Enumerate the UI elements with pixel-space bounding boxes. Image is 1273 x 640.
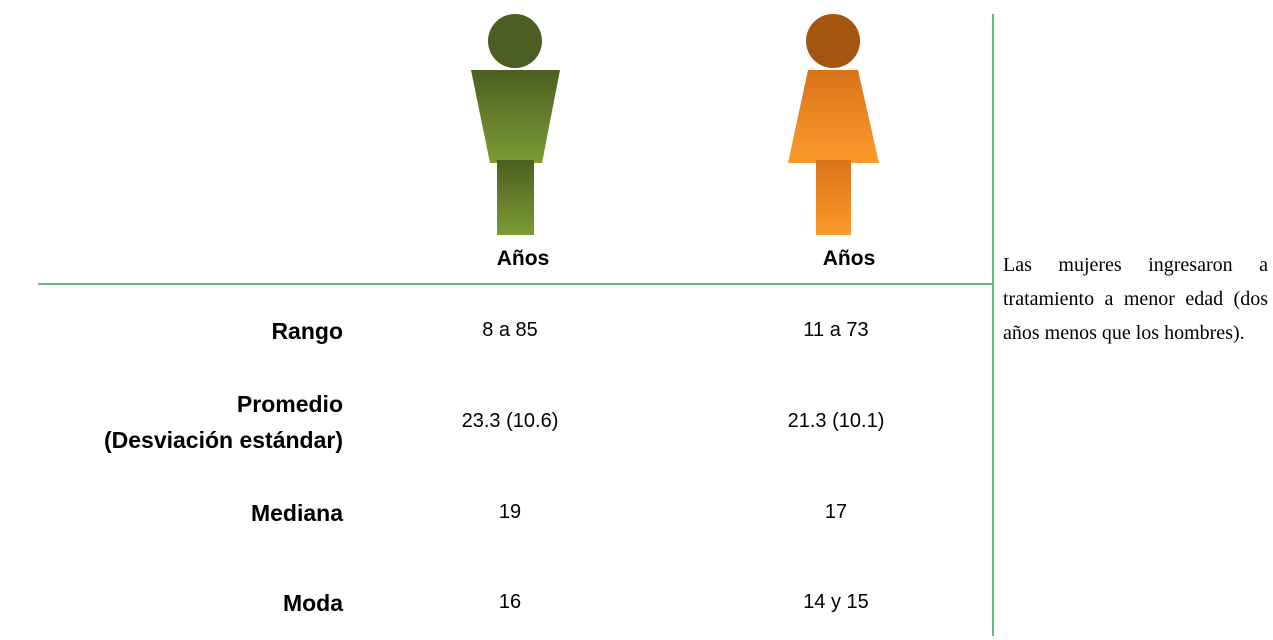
row-label: Moda: [282, 590, 343, 616]
note: Las mujeres ingresaron a tratamiento a m…: [1003, 254, 1268, 344]
female-icon: [788, 14, 879, 235]
cell-value: 19: [498, 501, 522, 523]
row-label: Promedio: [236, 391, 343, 417]
column-header: Años: [496, 247, 550, 270]
row-label: Mediana: [250, 500, 343, 526]
cell-value: 8 a 85: [482, 319, 538, 341]
cell-value: 14 y 15: [803, 591, 869, 613]
cell-value: 23.3 (10.6): [461, 410, 559, 432]
column-header: Años: [822, 247, 876, 270]
row-label: (Desviación estándar): [103, 427, 343, 453]
cell-value: 17: [824, 501, 848, 523]
cell-value: 11 a 73: [803, 319, 869, 341]
row-label: Rango: [271, 318, 343, 344]
cell-value: 21.3 (10.1): [787, 410, 885, 432]
male-icon: [471, 14, 560, 235]
cell-value: 16: [498, 591, 522, 613]
